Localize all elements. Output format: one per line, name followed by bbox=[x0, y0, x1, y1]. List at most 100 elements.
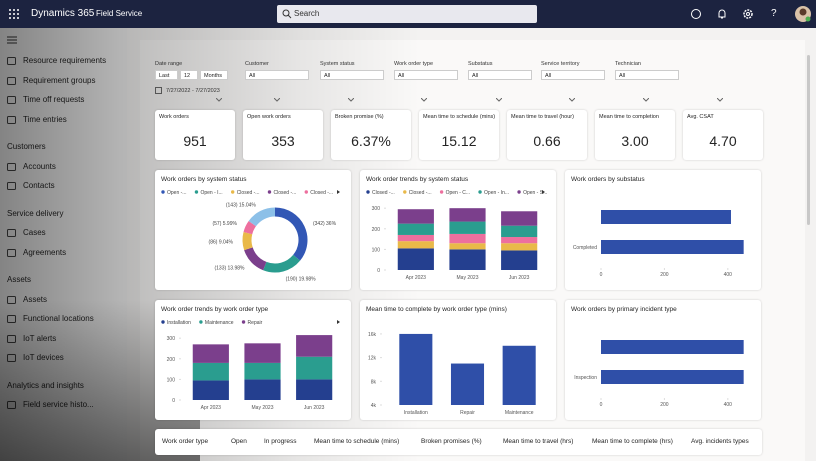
table-header[interactable]: Mean time to schedule (mins) bbox=[314, 438, 400, 445]
legend-label: Open - I... bbox=[200, 190, 222, 196]
chart-card: Work order trends by system status Closed… bbox=[360, 170, 556, 290]
x-tick-label: Jun 2023 bbox=[304, 405, 325, 411]
kpi-value: 6.37% bbox=[351, 133, 391, 149]
kpi-label: Avg. CSAT bbox=[687, 114, 714, 120]
table-header[interactable]: Work order type bbox=[162, 438, 209, 445]
nav-item[interactable]: Time entries bbox=[23, 114, 67, 124]
kpi-value: 353 bbox=[271, 133, 295, 149]
table-header[interactable]: Avg. incidents types bbox=[691, 438, 749, 445]
y-tick-label: 200 bbox=[167, 357, 176, 363]
nav-item[interactable]: Accounts bbox=[23, 161, 56, 171]
nav-item[interactable]: Cases bbox=[23, 228, 46, 237]
nav-icon-shape bbox=[7, 115, 16, 124]
filter-field[interactable]: All bbox=[320, 70, 384, 80]
bell-icon[interactable] bbox=[716, 8, 728, 20]
nav-icon bbox=[7, 162, 16, 171]
legend-swatch bbox=[267, 190, 272, 194]
bar-segment bbox=[244, 379, 281, 400]
nav-item[interactable]: IoT devices bbox=[23, 353, 64, 362]
chevron-shape bbox=[496, 98, 502, 102]
bar bbox=[601, 210, 731, 224]
nav-item[interactable]: Functional locations bbox=[23, 314, 94, 323]
chevron bbox=[348, 98, 354, 102]
y-tick-label: 0 bbox=[172, 398, 175, 404]
nav-icon bbox=[7, 115, 16, 124]
filter-label: Service territory bbox=[541, 61, 580, 67]
calendar-icon bbox=[155, 87, 162, 94]
y-tick-label: 8k bbox=[371, 379, 377, 385]
table-header[interactable]: Broken promises (%) bbox=[421, 438, 482, 445]
help-icon[interactable]: ? bbox=[771, 8, 777, 19]
x-tick-label: Apr 2023 bbox=[201, 405, 222, 411]
settings-icon[interactable] bbox=[742, 8, 754, 20]
x-tick-label: Apr 2023 bbox=[406, 275, 427, 281]
search-box[interactable]: Search bbox=[277, 5, 537, 23]
bar bbox=[399, 333, 433, 405]
filter-field[interactable]: All bbox=[541, 70, 605, 80]
x-tick-label: 0 bbox=[600, 402, 603, 408]
kpi-value: 4.70 bbox=[709, 133, 737, 149]
avatar[interactable] bbox=[794, 5, 812, 23]
nav-icon bbox=[7, 229, 16, 237]
x-tick-label: May 2023 bbox=[457, 275, 479, 281]
legend-swatch bbox=[161, 190, 165, 194]
kpi-card: Mean time to schedule (mins) 15.12 bbox=[419, 110, 499, 160]
filter-field[interactable]: All bbox=[468, 70, 532, 80]
filter-field[interactable]: All bbox=[245, 70, 309, 80]
nav-item[interactable]: Requirement groups bbox=[23, 75, 96, 85]
donut-segment bbox=[242, 231, 253, 251]
table-header[interactable]: Mean time to travel (hrs) bbox=[503, 438, 574, 445]
kpi-value: 15.12 bbox=[441, 133, 477, 149]
legend-label: Closed -... bbox=[310, 190, 333, 196]
bar-segment bbox=[501, 237, 538, 244]
nav-icon bbox=[7, 401, 16, 409]
chevron bbox=[569, 98, 575, 102]
x-tick-label: Repair bbox=[460, 410, 475, 416]
x-tick-label: Jun 2023 bbox=[509, 275, 530, 281]
app-name[interactable]: Dynamics 365 bbox=[31, 8, 95, 19]
donut-label: (86) 9.04% bbox=[209, 239, 234, 245]
hamburger[interactable] bbox=[7, 36, 17, 44]
filter-label: System status bbox=[320, 61, 355, 67]
nav-item[interactable]: Assets bbox=[23, 294, 48, 304]
chat-icon[interactable] bbox=[690, 8, 702, 20]
nav-item[interactable]: Contacts bbox=[23, 181, 55, 190]
chart-title: Work order trends by system status bbox=[366, 176, 469, 183]
kpi-value: 3.00 bbox=[621, 133, 649, 149]
donut-label: (190) 19.98% bbox=[286, 277, 317, 283]
kpi-value: 951 bbox=[183, 133, 207, 149]
x-tick-label: 400 bbox=[724, 402, 733, 408]
y-tick-label: 100 bbox=[372, 247, 381, 253]
nav-icon-shape bbox=[7, 295, 16, 304]
table-header[interactable]: Mean time to complete (hrs) bbox=[592, 438, 673, 445]
legend-label: Closed -... bbox=[237, 190, 260, 196]
filter-field[interactable]: 12 bbox=[180, 70, 198, 80]
table-header[interactable]: In progress bbox=[264, 438, 297, 445]
nav-item[interactable]: Agreements bbox=[23, 247, 67, 257]
nav-item[interactable]: IoT alerts bbox=[23, 333, 57, 343]
nav-item[interactable]: Field service histo... bbox=[23, 400, 94, 409]
legend-swatch bbox=[517, 190, 521, 194]
scrollbar[interactable] bbox=[807, 55, 810, 225]
filter-field[interactable]: Months bbox=[200, 70, 228, 80]
y-tick-label: 300 bbox=[167, 336, 176, 342]
filter-field[interactable]: Last bbox=[155, 70, 178, 80]
chart-card: Work orders by substatus 0 200 400 Completed bbox=[565, 170, 761, 290]
nav-section: Analytics and insights bbox=[7, 380, 84, 390]
nav-section: Customers bbox=[7, 142, 46, 151]
nav-item[interactable]: Time off requests bbox=[23, 95, 85, 104]
y-tick-label: 200 bbox=[372, 227, 381, 233]
y-tick-label: 100 bbox=[167, 377, 176, 383]
chart: Work orders by primary incident type 0 200… bbox=[571, 306, 744, 408]
app-launcher[interactable] bbox=[8, 8, 20, 20]
bar-segment bbox=[501, 243, 538, 251]
nav-icon-shape bbox=[7, 401, 16, 409]
chevron bbox=[216, 98, 222, 102]
table-header[interactable]: Open bbox=[231, 438, 247, 445]
filter-field[interactable]: All bbox=[615, 70, 679, 80]
filter-field[interactable]: All bbox=[394, 70, 458, 80]
bar-segment bbox=[397, 223, 434, 235]
nav-icon-shape bbox=[7, 354, 16, 362]
nav-item[interactable]: Resource requirements bbox=[23, 56, 107, 65]
y-tick-label: 16k bbox=[368, 332, 377, 338]
